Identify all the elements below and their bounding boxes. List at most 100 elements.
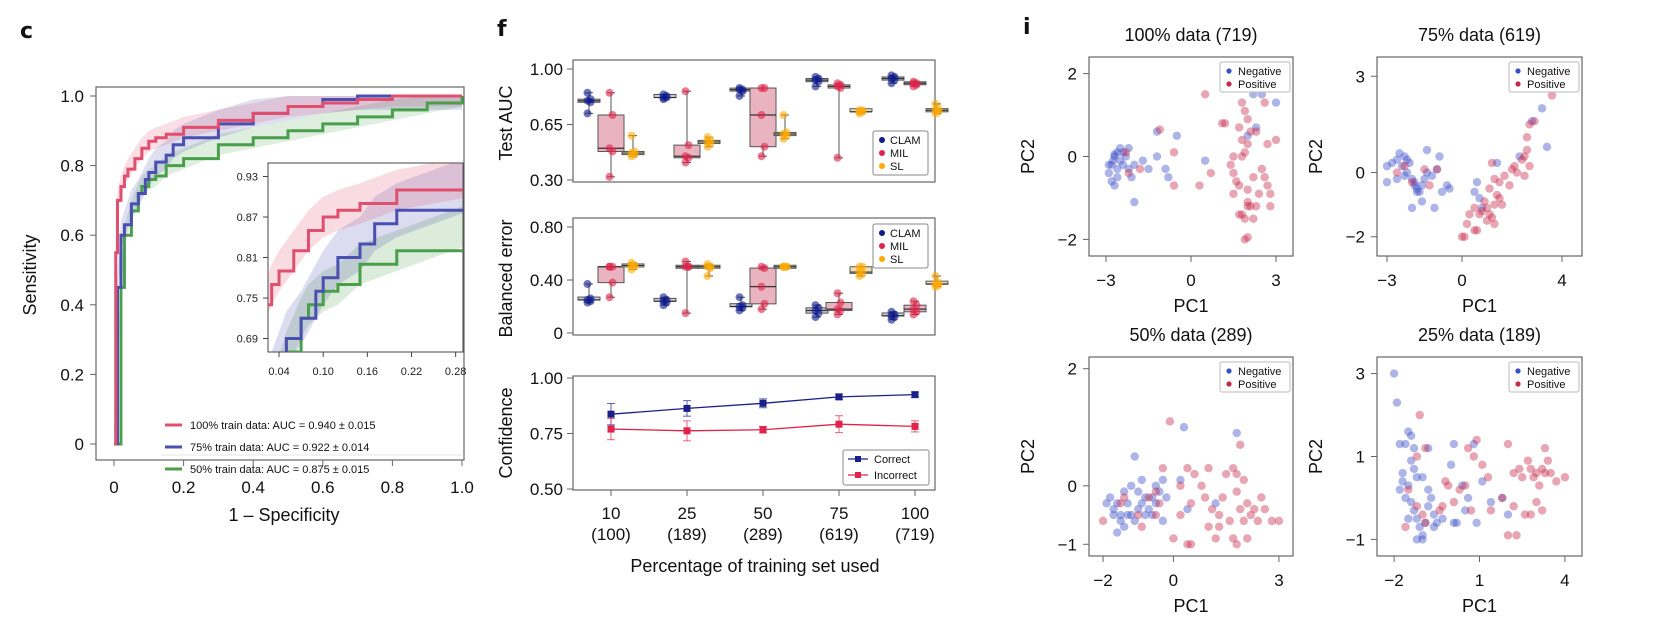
y-tick-label: 0.50 bbox=[530, 480, 563, 499]
data-point bbox=[583, 109, 592, 118]
data-point bbox=[681, 309, 690, 318]
data-point bbox=[1229, 534, 1238, 543]
data-point bbox=[1401, 439, 1410, 449]
plot-frame bbox=[95, 86, 465, 461]
pca-100-chart: 100% data (719) −2 0 2 −3 0 3 PC1 PC2 NegativePos… bbox=[1018, 25, 1294, 316]
data-point bbox=[1152, 127, 1162, 136]
x-tick-label: 0.2 bbox=[172, 478, 196, 497]
legend-box bbox=[872, 223, 929, 269]
x-tick-label: 4 bbox=[1560, 571, 1569, 590]
panel-letter-c: c bbox=[20, 19, 33, 44]
x-tick-label: 0.4 bbox=[241, 478, 265, 497]
legend-label: Negative bbox=[1238, 366, 1281, 378]
data-point bbox=[1404, 485, 1413, 494]
data-point bbox=[1475, 194, 1484, 203]
data-point bbox=[1221, 469, 1231, 479]
data-point bbox=[1263, 181, 1272, 190]
x-axis-label: PC1 bbox=[1462, 296, 1497, 316]
data-point bbox=[1503, 439, 1513, 449]
data-point bbox=[1251, 123, 1261, 132]
data-point bbox=[1527, 116, 1537, 126]
data-point bbox=[1236, 504, 1245, 514]
y-tick-label: 2 bbox=[1068, 360, 1077, 379]
data-point bbox=[1162, 493, 1171, 502]
data-point bbox=[1498, 493, 1507, 503]
data-point bbox=[1427, 171, 1437, 180]
x-tick-label: 75 bbox=[830, 504, 849, 523]
data-point bbox=[1472, 177, 1482, 187]
data-point bbox=[586, 294, 595, 303]
data-point bbox=[605, 88, 614, 97]
data-point bbox=[1225, 516, 1234, 526]
data-point bbox=[833, 289, 842, 298]
y-tick-label: 1 bbox=[1356, 448, 1365, 467]
data-point bbox=[1229, 152, 1238, 161]
data-point bbox=[1466, 506, 1476, 515]
data-point bbox=[1144, 164, 1153, 174]
legend-box bbox=[1508, 61, 1580, 93]
data-point bbox=[1515, 464, 1524, 474]
data-point bbox=[1161, 164, 1170, 174]
data-point bbox=[1271, 98, 1281, 107]
data-point bbox=[1206, 168, 1216, 178]
data-point bbox=[583, 279, 592, 288]
data-point bbox=[757, 152, 766, 161]
data-point bbox=[1392, 174, 1402, 184]
data-point bbox=[1151, 510, 1161, 520]
pca-25-chart: 25% data (189) −1 1 3 −2 1 4 PC1 PC2 NegativePosi… bbox=[1306, 325, 1583, 616]
data-point bbox=[1517, 155, 1527, 164]
data-point bbox=[911, 391, 919, 399]
data-point bbox=[1183, 540, 1192, 549]
data-point bbox=[1240, 235, 1250, 244]
data-point bbox=[1183, 504, 1192, 514]
data-point bbox=[1218, 493, 1227, 502]
data-point bbox=[1108, 156, 1118, 165]
data-point bbox=[1402, 155, 1412, 164]
data-point bbox=[1445, 184, 1454, 193]
data-point bbox=[1267, 516, 1277, 526]
data-point bbox=[1124, 144, 1133, 153]
data-point bbox=[608, 110, 617, 119]
data-point bbox=[1417, 197, 1427, 206]
data-point bbox=[1395, 485, 1404, 494]
data-point bbox=[1432, 518, 1441, 528]
data-point bbox=[1239, 516, 1248, 526]
data-point bbox=[1422, 145, 1432, 155]
data-point bbox=[659, 293, 668, 302]
data-point bbox=[1503, 510, 1513, 519]
y-tick-label: 0.40 bbox=[530, 271, 563, 290]
data-point bbox=[1435, 506, 1444, 515]
legend-marker bbox=[879, 137, 885, 143]
pca-50-chart: 50% data (289) −1 0 2 −2 0 3 PC1 PC2 NegativePosi… bbox=[1018, 325, 1294, 616]
legend-marker bbox=[855, 472, 861, 478]
data-point bbox=[1485, 210, 1494, 219]
data-point bbox=[1113, 148, 1122, 157]
data-point bbox=[1243, 197, 1252, 207]
data-point bbox=[1240, 214, 1250, 223]
data-point bbox=[1420, 165, 1429, 174]
data-point bbox=[1121, 148, 1131, 157]
data-point bbox=[1463, 444, 1473, 453]
y-tick-label: 0 bbox=[75, 435, 84, 454]
data-point bbox=[1482, 216, 1492, 225]
data-point bbox=[1407, 203, 1417, 213]
y-tick-label: 1.0 bbox=[60, 87, 84, 106]
data-point bbox=[1438, 514, 1447, 523]
data-point bbox=[1389, 369, 1399, 378]
x-tick-label: −2 bbox=[1093, 571, 1112, 590]
y-axis-label: PC2 bbox=[1306, 439, 1326, 474]
data-point bbox=[681, 257, 690, 266]
data-point bbox=[1465, 210, 1474, 219]
x-tick-label: 100 bbox=[901, 504, 929, 523]
data-point bbox=[1392, 398, 1402, 407]
inset-curve bbox=[284, 208, 463, 352]
data-point bbox=[1512, 531, 1521, 540]
data-point bbox=[1478, 460, 1487, 469]
data-point bbox=[1420, 174, 1429, 184]
y-tick-label: 2 bbox=[1068, 65, 1077, 84]
data-point bbox=[1492, 158, 1502, 168]
y-axis-label: Test AUC bbox=[496, 85, 516, 160]
data-point bbox=[1540, 468, 1550, 478]
data-point bbox=[605, 144, 614, 153]
x-tick-sublabel: (719) bbox=[895, 525, 935, 544]
